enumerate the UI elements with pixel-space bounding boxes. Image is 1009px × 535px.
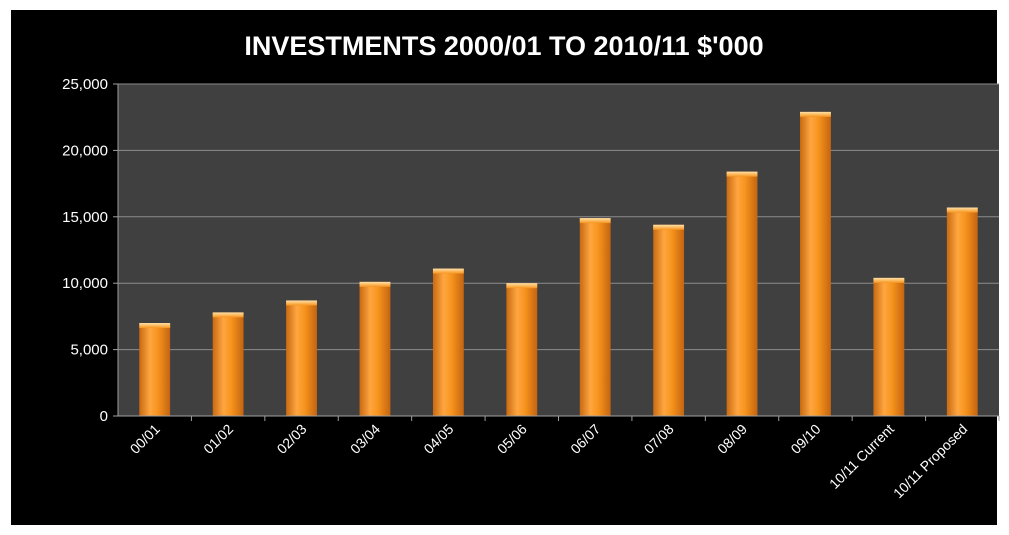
bar-body	[286, 300, 317, 416]
bar-cap	[579, 218, 611, 224]
x-tick-label: 00/01	[127, 421, 163, 457]
bar-cap	[946, 207, 978, 213]
x-tick-label: 01/02	[200, 421, 236, 457]
x-tick-label: 06/07	[567, 421, 603, 457]
bar-cap	[359, 281, 391, 287]
bar-body	[359, 281, 391, 416]
bar-cap	[432, 268, 464, 274]
x-tick-label: 03/04	[347, 421, 383, 457]
bar-body	[432, 268, 464, 416]
x-tick-label: 10/11 Current	[826, 421, 897, 492]
bar-body	[139, 323, 171, 416]
x-tick-label: 04/05	[420, 421, 456, 457]
y-tick-label: 25,000	[62, 76, 108, 93]
y-axis-ticks: 0 5,000 10,000 15,000 20,000 25,000	[62, 76, 118, 425]
bar-cap	[139, 323, 171, 329]
bar-cap	[286, 300, 317, 306]
bar-cap	[212, 312, 244, 318]
plot-area	[118, 84, 999, 416]
bar-body	[212, 312, 244, 416]
bar-cap	[873, 277, 905, 283]
x-axis-ticks: 00/01 01/02 02/03 03/04 04/05 05/06 06/07 07/08…	[127, 416, 1000, 501]
bar	[726, 171, 758, 416]
bar-cap	[726, 171, 758, 177]
bar	[653, 224, 685, 416]
x-tick-label: 08/09	[714, 421, 750, 457]
x-tick-label: 07/08	[641, 421, 677, 457]
y-tick-label: 5,000	[70, 342, 108, 359]
bar	[212, 312, 244, 416]
x-tick-label: 05/06	[494, 421, 530, 457]
bar-body	[946, 207, 978, 416]
x-tick-label: 09/10	[787, 421, 823, 457]
bar-body	[579, 218, 611, 416]
bar	[800, 111, 831, 416]
bar	[139, 323, 171, 416]
bar-body	[873, 277, 905, 416]
bar	[946, 207, 978, 416]
bar-body	[800, 111, 831, 416]
bar-cap	[506, 283, 538, 289]
bar-body	[653, 224, 685, 416]
bar-cap	[800, 111, 831, 117]
bar	[873, 277, 905, 416]
bar-cap	[653, 224, 685, 230]
bar-body	[506, 283, 538, 416]
bar-body	[726, 171, 758, 416]
bar	[359, 281, 391, 416]
bars	[139, 111, 978, 416]
x-tick-label: 10/11 Proposed	[890, 421, 970, 501]
gridlines	[118, 83, 999, 351]
bar	[579, 218, 611, 416]
chart-title: INVESTMENTS 2000/01 TO 2010/11 $'000	[244, 31, 763, 61]
bar	[506, 283, 538, 416]
x-tick-label: 02/03	[274, 421, 310, 457]
bar	[432, 268, 464, 416]
bar	[286, 300, 317, 416]
y-tick-label: 20,000	[62, 142, 108, 159]
y-tick-label: 10,000	[62, 275, 108, 292]
y-tick-label: 15,000	[62, 209, 108, 226]
y-tick-label: 0	[100, 408, 108, 425]
